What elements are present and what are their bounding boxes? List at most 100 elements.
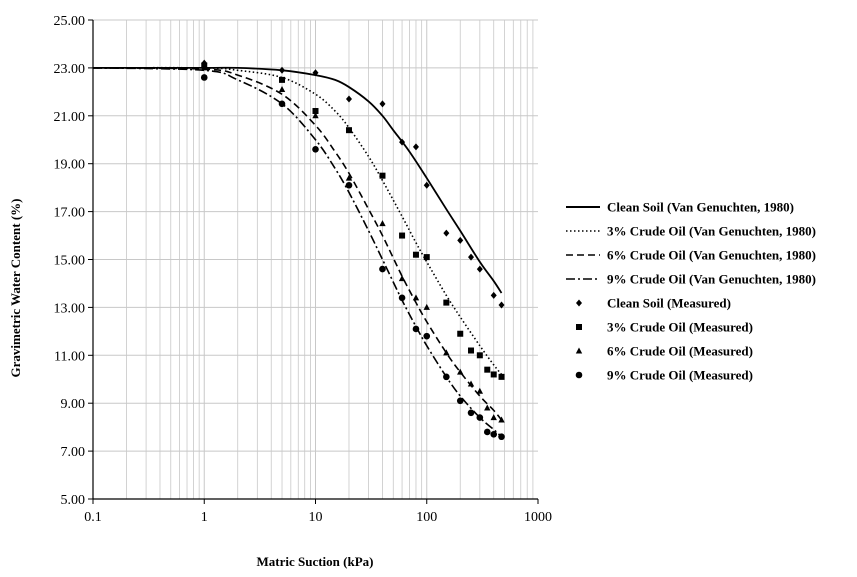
data-point xyxy=(498,433,505,441)
data-point xyxy=(423,332,431,340)
data-point xyxy=(345,181,353,189)
series-line xyxy=(92,66,503,375)
data-point xyxy=(412,143,419,151)
data-point xyxy=(443,349,450,356)
data-point xyxy=(423,303,430,310)
series-clean-soil-measured xyxy=(201,59,505,309)
legend-label: 6% Crude Oil (Van Genuchten, 1980) xyxy=(607,248,816,263)
data-point xyxy=(312,146,319,153)
x-tick-label: 10 xyxy=(309,510,323,525)
data-point xyxy=(379,172,386,179)
series-3-crude-oil-measured xyxy=(201,62,505,380)
data-point xyxy=(498,301,505,309)
data-point xyxy=(457,330,464,337)
legend-label: 3% Crude Oil (Measured) xyxy=(607,320,753,335)
data-point xyxy=(443,299,450,306)
legend-label: 6% Crude Oil (Measured) xyxy=(607,344,753,359)
legend: Clean Soil (Van Genuchten, 1980) 3% Crude… xyxy=(566,200,816,383)
data-point xyxy=(468,253,475,261)
legend-label: 9% Crude Oil (Measured) xyxy=(607,368,753,383)
data-point xyxy=(490,431,498,438)
x-axis-title: Matric Suction (kPa) xyxy=(257,554,374,569)
y-axis-title: Gravimetric Water Content (%) xyxy=(8,199,23,378)
data-point xyxy=(398,275,406,282)
series-clean-soil-van-genuchten-1980 xyxy=(93,66,503,294)
series-6-crude-oil-van-genuchten-1980 xyxy=(92,67,503,421)
legend-label: Clean Soil (Van Genuchten, 1980) xyxy=(607,200,794,215)
data-point xyxy=(345,174,353,181)
data-point xyxy=(498,373,505,380)
y-tick-label: 15.00 xyxy=(54,254,86,269)
legend-marker xyxy=(576,299,582,307)
data-point xyxy=(457,368,464,375)
data-point xyxy=(476,265,483,273)
data-point xyxy=(467,380,475,387)
y-tick-label: 9.00 xyxy=(61,397,86,412)
axis-layer: 5.00 7.00 9.00 11.00 13.00 15.00 17.00 19.00 21.… xyxy=(54,14,553,525)
series-3-crude-oil-van-genuchten-1980 xyxy=(92,66,503,375)
data-point xyxy=(476,414,484,421)
x-tick-label: 100 xyxy=(416,510,437,525)
series-6-crude-oil-measured xyxy=(201,64,505,423)
data-point xyxy=(398,294,406,302)
legend-label: Clean Soil (Measured) xyxy=(607,296,731,311)
y-tick-label: 5.00 xyxy=(61,493,86,508)
grid-layer xyxy=(93,19,538,500)
legend-marker xyxy=(576,324,582,330)
data-point xyxy=(412,325,420,333)
y-tick-label: 13.00 xyxy=(54,301,86,316)
y-tick-label: 11.00 xyxy=(54,349,85,364)
y-tick-label: 19.00 xyxy=(54,158,86,173)
data-point xyxy=(278,85,286,92)
data-point xyxy=(483,428,491,436)
data-point xyxy=(467,409,475,417)
data-point xyxy=(484,366,491,373)
data-point xyxy=(279,66,286,74)
y-tick-label: 7.00 xyxy=(61,445,86,460)
data-point xyxy=(345,95,352,103)
data-point xyxy=(423,254,430,261)
data-point xyxy=(279,76,286,83)
x-tick-label: 1 xyxy=(201,510,208,525)
legend-marker xyxy=(575,347,583,354)
data-point xyxy=(200,74,208,81)
series-9-crude-oil-measured xyxy=(200,74,505,441)
data-point xyxy=(379,265,386,273)
data-point xyxy=(201,64,208,71)
series-9-crude-oil-van-genuchten-1980 xyxy=(92,67,503,438)
data-point xyxy=(476,352,483,359)
data-point xyxy=(379,100,386,108)
data-point xyxy=(312,69,319,77)
series-line xyxy=(92,67,503,421)
data-point xyxy=(412,251,419,258)
data-point xyxy=(490,414,497,421)
legend-label: 3% Crude Oil (Van Genuchten, 1980) xyxy=(607,224,816,239)
data-point xyxy=(476,387,484,394)
data-point xyxy=(312,108,319,115)
data-point xyxy=(399,232,406,239)
data-point xyxy=(399,138,406,146)
data-point xyxy=(456,397,464,405)
x-tick-label: 1000 xyxy=(524,510,552,525)
data-point xyxy=(412,294,420,301)
data-point xyxy=(423,181,430,189)
data-point xyxy=(468,347,475,354)
data-point xyxy=(498,416,505,423)
data-point xyxy=(484,404,491,411)
y-tick-label: 17.00 xyxy=(54,206,86,221)
series-layer xyxy=(92,59,505,441)
data-point xyxy=(457,236,464,244)
y-tick-label: 23.00 xyxy=(54,62,86,77)
data-point xyxy=(490,291,497,299)
data-point xyxy=(443,229,450,237)
legend-label: 9% Crude Oil (Van Genuchten, 1980) xyxy=(607,272,816,287)
data-point xyxy=(490,371,497,378)
series-line xyxy=(92,67,503,438)
y-tick-label: 25.00 xyxy=(54,14,86,29)
y-tick-label: 21.00 xyxy=(54,110,86,125)
data-point xyxy=(379,220,386,227)
series-line xyxy=(93,66,503,294)
data-point xyxy=(345,127,352,134)
data-point xyxy=(443,373,450,381)
data-point xyxy=(278,100,286,108)
